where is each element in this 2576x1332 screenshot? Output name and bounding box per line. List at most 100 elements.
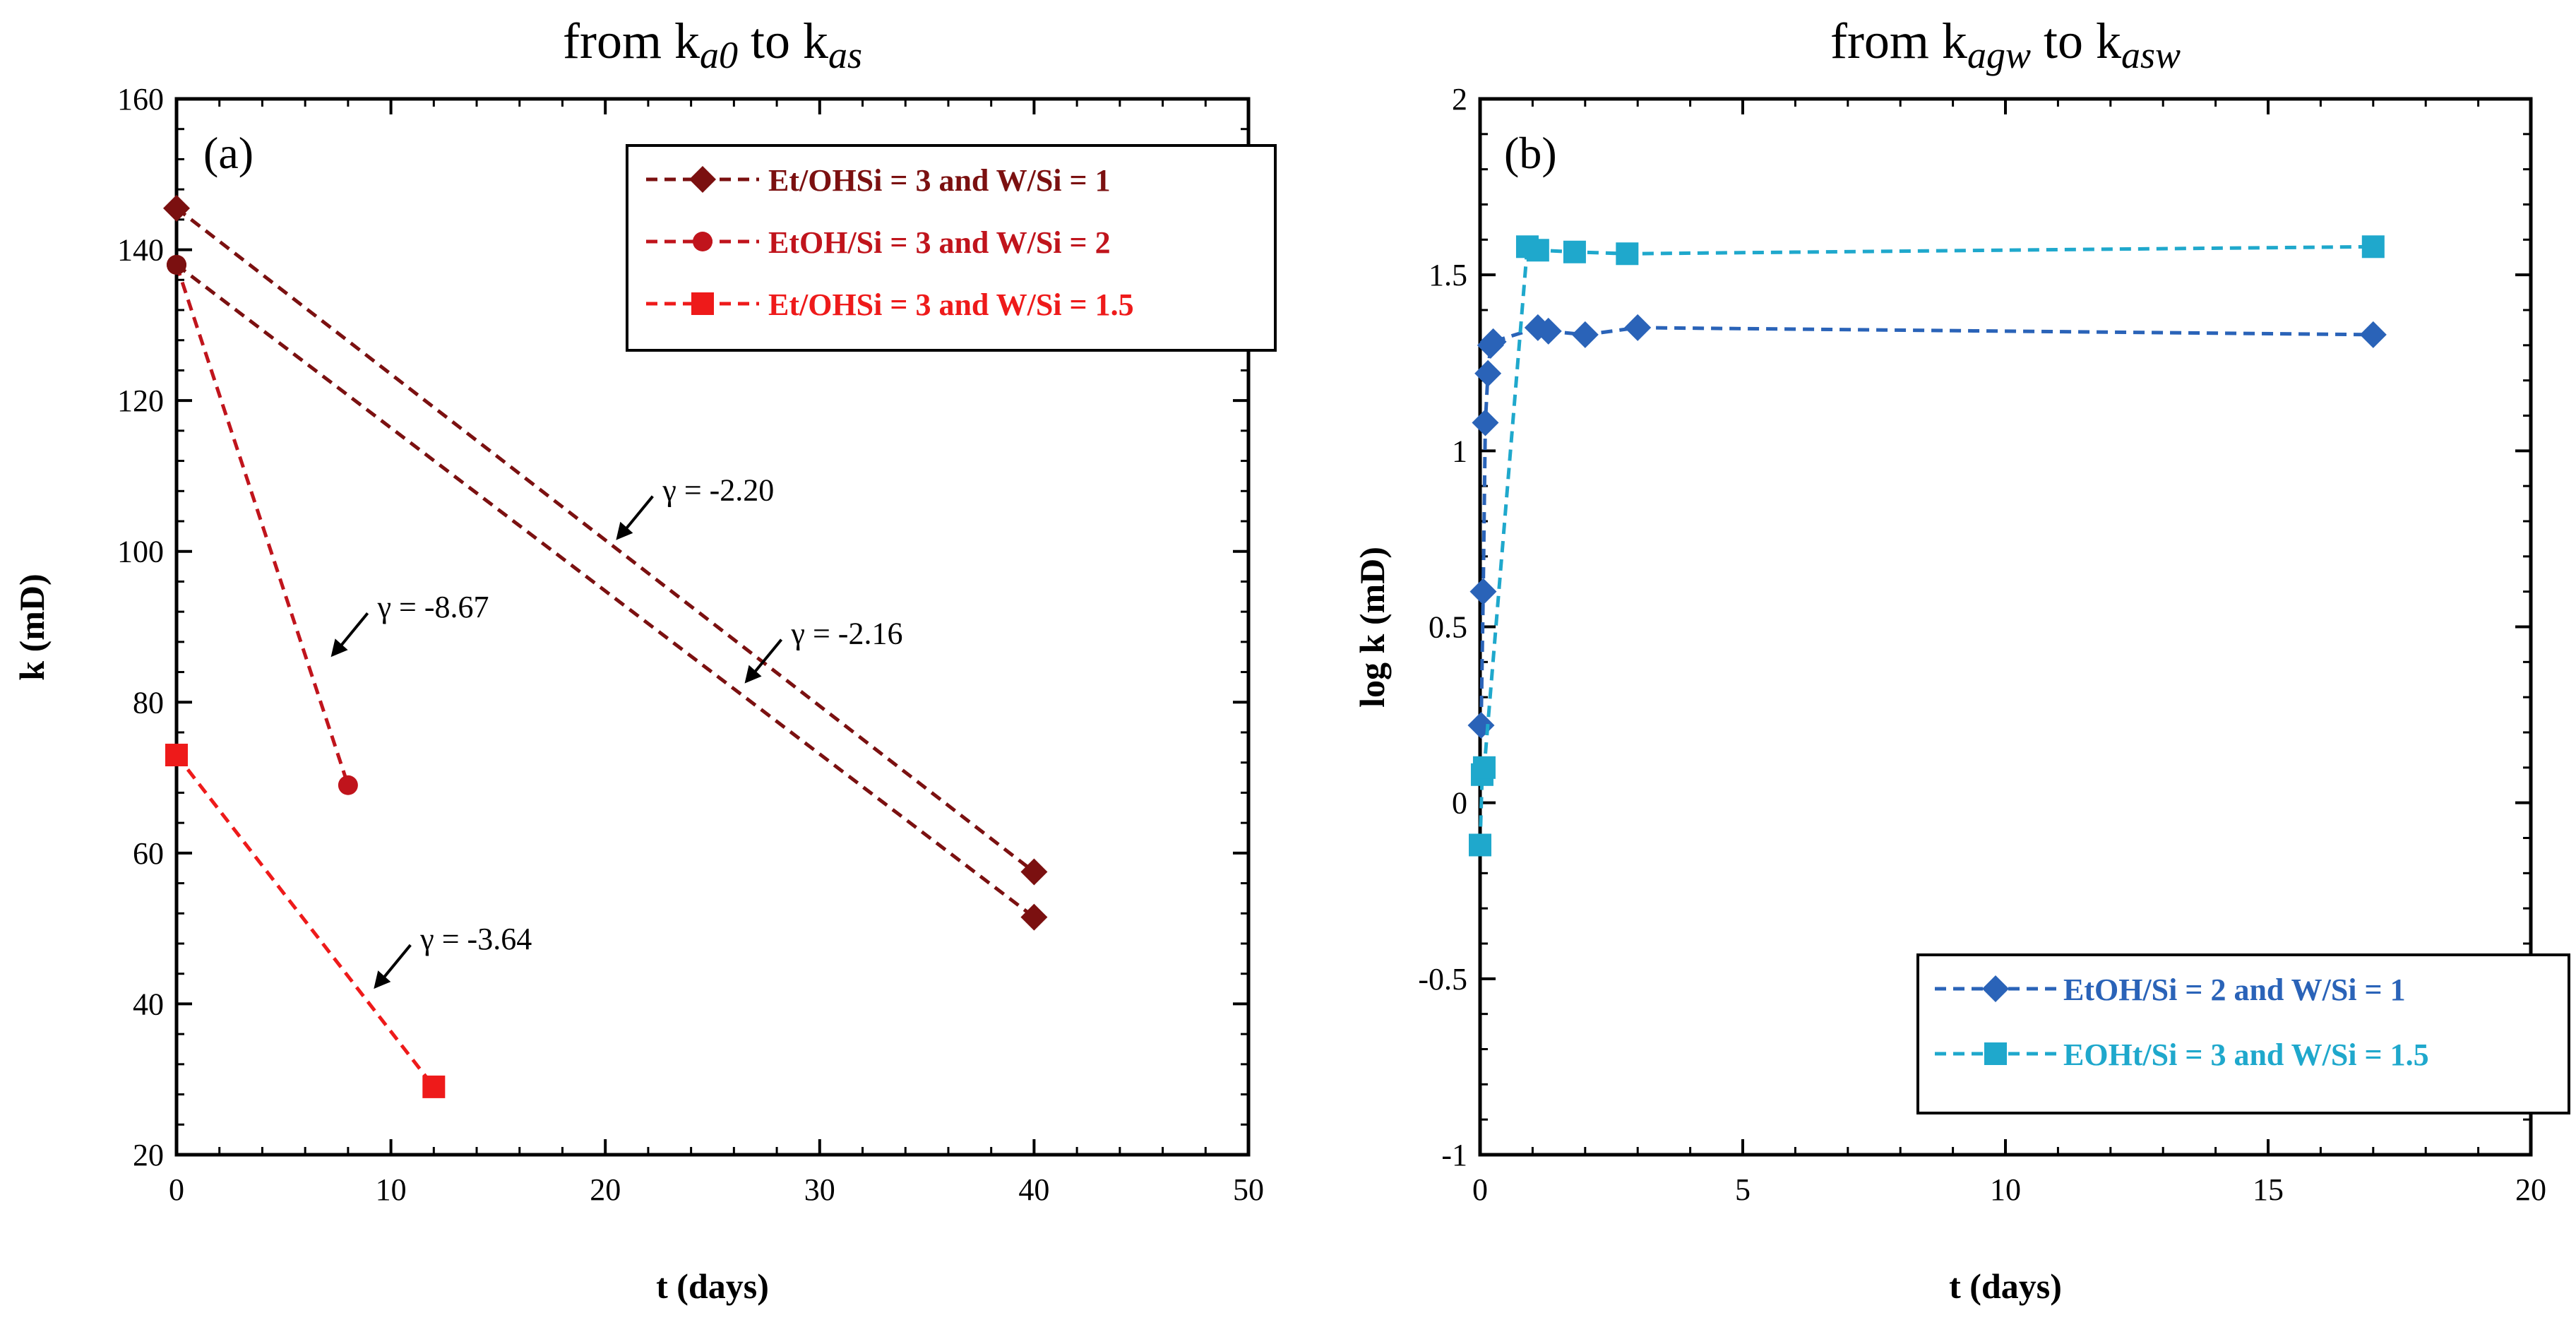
data-point xyxy=(338,775,358,795)
x-tick-label: 10 xyxy=(376,1172,407,1207)
panel-a-ticks: 0 10 20 30 40 50 20 40 60 80 100 120 140 160 xyxy=(117,82,1264,1207)
data-point xyxy=(1469,833,1491,857)
gamma-annotation: γ = -2.16 xyxy=(744,617,903,684)
panel-b-y-axis-title: log k (mD) xyxy=(1352,547,1392,708)
series-1 xyxy=(167,254,358,795)
legend-marker xyxy=(1982,975,2009,1002)
panel-b-title-prefix: from k xyxy=(1830,13,1967,69)
x-tick-label: 20 xyxy=(2515,1172,2546,1207)
annotation-arrowhead xyxy=(616,521,633,540)
data-point xyxy=(163,194,190,222)
annotation-arrowhead xyxy=(374,970,391,989)
data-point xyxy=(1469,578,1497,605)
series-0 xyxy=(163,194,1048,886)
x-tick-label: 20 xyxy=(590,1172,621,1207)
data-point xyxy=(1563,240,1586,263)
legend-label: EtOH/Si = 2 and W/Si = 1 xyxy=(2063,973,2406,1007)
data-point xyxy=(2359,321,2387,348)
y-tick-label: 120 xyxy=(117,383,164,418)
gamma-annotation: γ = -2.20 xyxy=(616,473,774,540)
x-tick-label: 40 xyxy=(1018,1172,1049,1207)
series-line xyxy=(174,264,350,786)
x-tick-label: 30 xyxy=(804,1172,835,1207)
legend-entry-0: EtOH/Si = 2 and W/Si = 1 xyxy=(1935,973,2406,1007)
series-line xyxy=(175,263,1035,919)
panel-a-x-axis-title: t (days) xyxy=(656,1266,769,1306)
panel-a-title: from ka0 to kas xyxy=(563,13,862,76)
x-tick-label: 5 xyxy=(1735,1172,1751,1207)
y-tick-label: -0.5 xyxy=(1418,962,1467,997)
legend-label: Et/OHSi = 3 and W/Si = 1.5 xyxy=(768,287,1134,322)
legend-marker xyxy=(693,232,712,251)
data-point xyxy=(422,1075,446,1098)
data-point xyxy=(1020,903,1048,931)
panel-a-series xyxy=(163,194,1048,1098)
panel-a-title-sub2: as xyxy=(828,34,862,76)
y-tick-label: 60 xyxy=(133,836,164,871)
panel-b-legend: EtOH/Si = 2 and W/Si = 1 EOHt/Si = 3 and … xyxy=(1916,953,2570,1114)
x-tick-label: 50 xyxy=(1233,1172,1264,1207)
y-tick-label: 80 xyxy=(133,685,164,720)
annotation-label: γ = -8.67 xyxy=(377,590,489,624)
annotation-arrowhead xyxy=(330,638,348,658)
panel-a-y-axis-title: k (mD) xyxy=(12,573,52,680)
x-tick-label: 0 xyxy=(169,1172,184,1207)
legend-label: EOHt/Si = 3 and W/Si = 1.5 xyxy=(2063,1037,2429,1072)
y-tick-label: 140 xyxy=(117,233,164,268)
panel-a-plot-area xyxy=(174,97,1251,1157)
annotation-arrowhead xyxy=(744,665,762,684)
x-tick-label: 0 xyxy=(1472,1172,1488,1207)
data-point xyxy=(2361,235,2385,258)
x-tick-label: 10 xyxy=(1990,1172,2021,1207)
series-line xyxy=(1479,326,2373,726)
data-point xyxy=(165,744,188,767)
panel-b-ticks: 0 5 10 15 20 -1 -0.5 0 0.5 1 1.5 2 xyxy=(1418,82,2546,1207)
panel-a-legend: Et/OHSi = 3 and W/Si = 1 EtOH/Si = 3 and … xyxy=(626,144,1277,352)
y-tick-label: -1 xyxy=(1441,1138,1467,1172)
panel-b-legend-box xyxy=(1916,953,2570,1114)
data-point xyxy=(1474,359,1502,387)
legend-entry-2: Et/OHSi = 3 and W/Si = 1.5 xyxy=(646,287,1134,322)
series-line xyxy=(175,754,436,1088)
series-line xyxy=(1478,244,2373,845)
y-tick-label: 40 xyxy=(133,987,164,1021)
y-tick-label: 100 xyxy=(117,535,164,569)
panel-a-label: (a) xyxy=(203,128,254,178)
series-0 xyxy=(1467,314,2387,739)
data-point xyxy=(1472,409,1499,436)
data-point xyxy=(1020,858,1048,886)
legend-marker xyxy=(689,166,716,193)
panel-a-title-mid: to k xyxy=(738,13,828,69)
annotation-label: γ = -2.16 xyxy=(791,617,903,651)
x-tick-label: 15 xyxy=(2253,1172,2284,1207)
panel-b-title-sub2: asw xyxy=(2121,34,2181,76)
data-point xyxy=(1467,712,1495,739)
data-point xyxy=(1479,328,1507,355)
data-point xyxy=(1624,314,1652,341)
panel-a-chart: from ka0 to kas (a) t (days) k (mD) 0 10 2… xyxy=(12,13,1277,1306)
panel-b-title-sub1: agw xyxy=(1967,34,2031,76)
panel-a-title-prefix: from k xyxy=(563,13,700,69)
series-1 xyxy=(1469,235,2385,857)
panel-b-title: from kagw to kasw xyxy=(1830,13,2181,76)
data-point xyxy=(1616,242,1639,266)
gamma-annotation: γ = -3.64 xyxy=(374,922,532,989)
legend-marker xyxy=(1984,1042,2007,1065)
legend-marker xyxy=(691,292,714,315)
data-point xyxy=(1534,317,1562,345)
data-point xyxy=(1526,239,1549,262)
panel-a-annotations: γ = -2.20 γ = -8.67 γ = -2.16 γ = -3.64 xyxy=(330,473,903,989)
panel-a-legend-box xyxy=(626,144,1277,352)
panel-b-series xyxy=(1467,235,2387,857)
gamma-annotation: γ = -8.67 xyxy=(330,590,489,658)
data-point xyxy=(1571,321,1599,348)
series-line xyxy=(175,206,1035,874)
y-tick-label: 2 xyxy=(1452,82,1467,117)
y-tick-label: 0.5 xyxy=(1429,610,1467,645)
panel-a-title-sub1: a0 xyxy=(700,34,738,76)
panel-b-x-axis-title: t (days) xyxy=(1949,1266,2062,1306)
y-tick-label: 1 xyxy=(1452,434,1467,468)
annotation-label: γ = -2.20 xyxy=(662,473,774,508)
y-tick-label: 20 xyxy=(133,1138,164,1172)
